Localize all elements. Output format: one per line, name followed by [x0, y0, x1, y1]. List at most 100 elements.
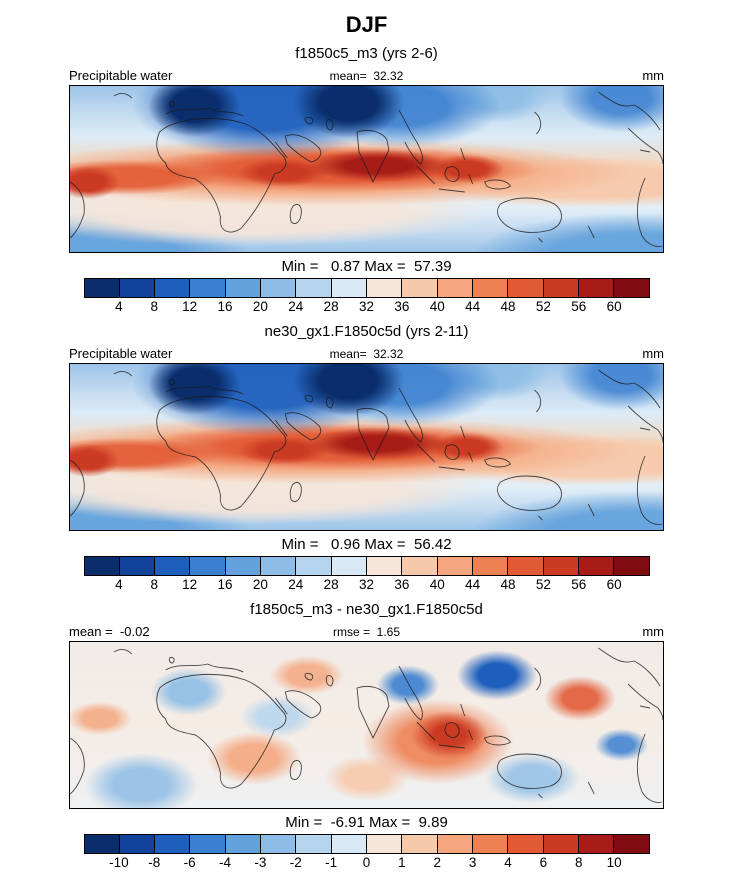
colorbar-cell — [508, 557, 544, 575]
colorbar-cell — [437, 835, 473, 853]
colorbar-cell — [614, 835, 649, 853]
colorbar-tick-label: 8 — [574, 855, 583, 870]
colorbar-tick-label: -6 — [183, 855, 196, 870]
colorbar-tick-label: 6 — [539, 855, 548, 870]
panel-2-units-label: mm — [642, 346, 664, 361]
figure-title: DJF — [345, 12, 388, 37]
colorbar-cell — [543, 557, 579, 575]
colorbar-tick-label: 44 — [465, 299, 481, 314]
colorbar-cell — [261, 835, 297, 853]
panel-3-rmse-label: rmse = 1.65 — [332, 625, 401, 639]
colorbar-tick-label: 40 — [429, 299, 445, 314]
colorbar-tick-label: -10 — [109, 855, 129, 870]
colorbar-1-tick-labels: 4 8 12 16 20 24 28 32 36 40 44 48 52 56 60 — [84, 298, 650, 316]
colorbar-tick-label: 48 — [500, 299, 516, 314]
colorbar-tick-label: -4 — [218, 855, 232, 870]
colorbar-tick-label: 52 — [535, 577, 551, 592]
colorbar-cell — [614, 279, 649, 297]
colorbar-cell — [119, 279, 156, 297]
colorbar-tick-label: 44 — [465, 577, 481, 592]
panel-3-minmax-label: Min = -6.91 Max = 9.89 — [285, 814, 448, 831]
panel-2-map — [69, 363, 664, 531]
colorbar-cell — [331, 557, 367, 575]
panel-1-map — [69, 85, 664, 253]
colorbar-cell — [578, 279, 615, 297]
panel-2-mean-label: mean= 32.32 — [329, 347, 404, 361]
colorbar-2-colors — [83, 556, 650, 576]
colorbar-cell — [402, 835, 438, 853]
panel-1-units-label: mm — [642, 68, 664, 83]
colorbar-tick-label: 48 — [500, 577, 516, 592]
colorbar-tick-label: 3 — [468, 855, 477, 870]
panel-1: f1850c5_m3 (yrs 2-6) Precipitable water … — [69, 45, 664, 316]
colorbar-tick-label: 2 — [433, 855, 442, 870]
panel-1-variable-label: Precipitable water — [69, 68, 173, 83]
panel-2-minmax-label: Min = 0.96 Max = 56.42 — [281, 536, 452, 553]
colorbar-2-tick-labels: 4 8 12 16 20 24 28 32 36 40 44 48 52 56 60 — [84, 576, 650, 594]
colorbar-cell — [84, 835, 120, 853]
panel-1-mean-label: mean= 32.32 — [329, 69, 404, 83]
colorbar-tick-label: 60 — [606, 299, 622, 314]
colorbar-cell — [225, 557, 262, 575]
colorbar-tick-label: -1 — [325, 855, 338, 870]
colorbar-cell — [296, 279, 332, 297]
colorbar-cell — [614, 557, 649, 575]
colorbar-tick-label: 60 — [606, 577, 622, 592]
colorbar-tick-label: 1 — [398, 855, 406, 870]
colorbar-tick-label: 28 — [323, 577, 339, 592]
colorbar-tick-label: 20 — [252, 577, 268, 592]
colorbar-tick-label: 24 — [288, 299, 304, 314]
panel-2-header: Precipitable water mean= 32.32 mm — [69, 346, 664, 363]
colorbar-cell — [119, 557, 156, 575]
colorbar-cell — [367, 835, 403, 853]
panel-2: ne30_gx1.F1850c5d (yrs 2-11) Precipitabl… — [69, 323, 664, 594]
panel-3-map — [69, 641, 664, 809]
colorbar-tick-label: -8 — [148, 855, 161, 870]
panel-3-units-label: mm — [642, 624, 664, 639]
panel-3: f1850c5_m3 - ne30_gx1.F1850c5d mean = -0… — [69, 601, 664, 872]
colorbar-cell — [296, 835, 332, 853]
colorbar-tick-label: 36 — [394, 299, 410, 314]
colorbar-tick-label: 12 — [182, 577, 198, 592]
colorbar-cell — [367, 557, 403, 575]
colorbar-tick-label: 0 — [362, 855, 371, 870]
colorbar-3-colors — [83, 834, 650, 854]
colorbar-1-colors — [83, 278, 650, 298]
colorbar-tick-label: 12 — [182, 299, 198, 314]
colorbar-tick-label: -3 — [254, 855, 267, 870]
panel-3-header: mean = -0.02 rmse = 1.65 mm — [69, 624, 664, 641]
colorbar-3: -10 -8 -6 -4 -3 -2 -1 0 1 2 3 4 6 8 10 — [83, 834, 650, 872]
colorbar-cell — [543, 835, 579, 853]
colorbar-tick-label: 8 — [150, 577, 159, 592]
colorbar-tick-label: 4 — [115, 577, 123, 592]
colorbar-cell — [508, 279, 544, 297]
colorbar-tick-label: 8 — [150, 299, 159, 314]
panel-3-mean-label: mean = -0.02 — [69, 624, 150, 639]
colorbar-cell — [155, 557, 191, 575]
panel-1-minmax-label: Min = 0.87 Max = 57.39 — [281, 258, 452, 275]
colorbar-cell — [402, 279, 438, 297]
colorbar-tick-label: 28 — [323, 299, 339, 314]
colorbar-cell — [225, 279, 262, 297]
colorbar-cell — [437, 557, 473, 575]
colorbar-cell — [119, 835, 156, 853]
colorbar-cell — [190, 279, 226, 297]
colorbar-cell — [155, 279, 191, 297]
colorbar-tick-label: 4 — [115, 299, 123, 314]
colorbar-tick-label: 56 — [571, 577, 587, 592]
colorbar-tick-label: 52 — [535, 299, 551, 314]
colorbar-cell — [578, 835, 615, 853]
colorbar-tick-label: 24 — [288, 577, 304, 592]
colorbar-tick-label: 20 — [252, 299, 268, 314]
colorbar-3-tick-labels: -10 -8 -6 -4 -3 -2 -1 0 1 2 3 4 6 8 10 — [84, 854, 650, 872]
colorbar-tick-label: -2 — [289, 855, 302, 870]
colorbar-tick-label: 16 — [217, 577, 233, 592]
colorbar-cell — [402, 557, 438, 575]
colorbar-tick-label: 10 — [606, 855, 622, 870]
colorbar-cell — [261, 279, 297, 297]
panel-1-subtitle: f1850c5_m3 (yrs 2-6) — [295, 45, 438, 62]
colorbar-cell — [437, 279, 473, 297]
panel-3-coastlines-icon — [70, 647, 663, 803]
colorbar-cell — [261, 557, 297, 575]
colorbar-cell — [190, 835, 226, 853]
